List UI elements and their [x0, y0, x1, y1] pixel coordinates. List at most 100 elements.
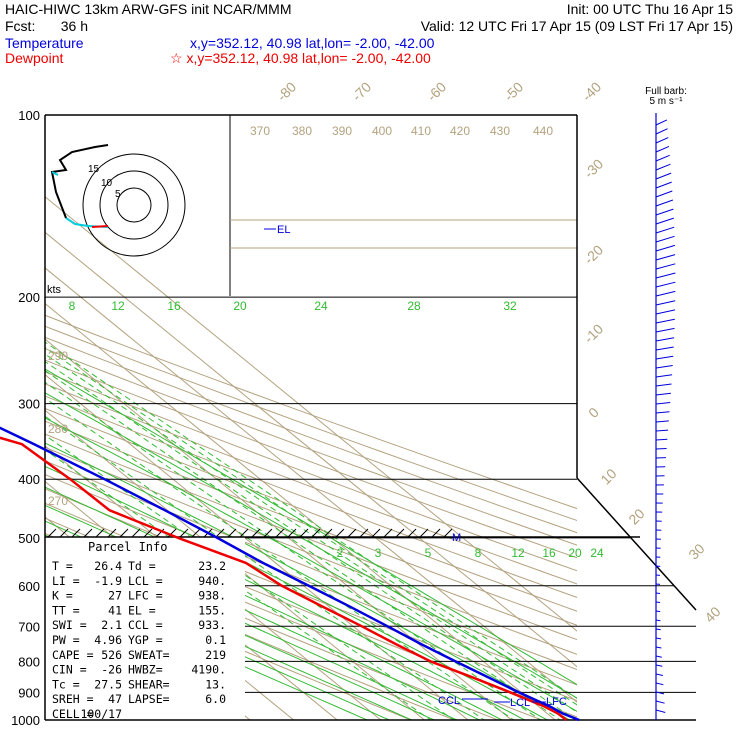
dry-adiabat-350 — [45, 433, 577, 641]
parcel-cell-2-3: 938. — [198, 589, 226, 603]
pressure-label-700: 700 — [18, 619, 40, 634]
parcel-cell-2-1: 27 — [108, 589, 122, 603]
wind-barb — [655, 402, 671, 405]
mixing-ratio-24 — [45, 353, 577, 713]
isotherm-label-3: -50 — [501, 79, 527, 105]
isotherm-label-10: 20 — [625, 505, 647, 527]
pressure-label-900: 900 — [18, 685, 40, 700]
hatch-mark — [287, 528, 297, 538]
dry-adiabat-330 — [45, 460, 577, 671]
theta-label-2: 390 — [332, 124, 352, 138]
mixing-label-upper-6: 32 — [503, 299, 517, 313]
pressure-label-600: 600 — [18, 579, 40, 594]
parcel-cell-3-0: TT = — [52, 603, 80, 617]
wind-barb — [655, 163, 671, 171]
theta-label-0: 370 — [250, 124, 270, 138]
wind-barb — [655, 365, 673, 369]
wind-barb — [655, 281, 676, 288]
hatch-mark — [131, 528, 141, 538]
fcst-value: 36 h — [61, 18, 88, 34]
pressure-label-400: 400 — [18, 472, 40, 487]
wind-barb — [655, 263, 676, 270]
hatch-mark — [395, 528, 405, 538]
parcel-cell-4-3: 933. — [198, 618, 226, 632]
hatch-mark — [59, 528, 69, 538]
parcel-info-box: Parcel Info T = 26.4 Td = 23.2 LI = -1.9 LCL =… — [45, 537, 245, 721]
wind-barb — [655, 628, 661, 631]
wind-barb — [655, 337, 675, 342]
isotherm-label-9: 10 — [597, 465, 619, 487]
isotherm-label-12: 40 — [701, 603, 723, 625]
hatch-mark — [107, 528, 117, 538]
parcel-cell-8-1: 27.5 — [94, 677, 122, 691]
wind-barb — [655, 181, 672, 189]
pressure-label-300: 300 — [18, 397, 40, 412]
wind-barb — [655, 646, 662, 649]
isotherm--20 — [45, 445, 382, 720]
dry-adiabat-380 — [45, 395, 577, 598]
hatch-marks — [47, 528, 453, 538]
wind-barb — [655, 137, 669, 144]
hatch-mark — [71, 528, 81, 538]
mixing-label-upper-2: 16 — [167, 299, 181, 313]
hatch-mark — [143, 528, 153, 538]
parcel-cell-2-2: LFC = — [128, 589, 163, 603]
wind-barb — [655, 327, 675, 333]
wind-barb — [655, 619, 661, 622]
dry-adiabat-370 — [45, 407, 577, 612]
parcel-cell-9-1: 47 — [108, 692, 122, 706]
moist-adiabat-15 — [45, 486, 526, 720]
wind-barb — [655, 199, 674, 207]
wind-barb — [655, 119, 668, 126]
parcel-cell-1-3: 940. — [198, 574, 226, 588]
theta-box — [229, 115, 577, 296]
parcel-cell-9-3: 6.0 — [205, 692, 226, 706]
moist-adiabat-30 — [45, 417, 577, 712]
theta-label-6: 430 — [490, 124, 510, 138]
model-title: HAIC-HIWC 13km ARW-GFS init NCAR/MMM — [5, 1, 292, 17]
wind-barb — [655, 673, 664, 676]
moist-adiabat-10 — [45, 504, 504, 720]
level-annotations: EL M CCL LCL LFC — [264, 224, 567, 709]
pressure-label-1000: 1000 — [11, 713, 40, 728]
hatch-mark — [95, 528, 105, 538]
valid-time: Valid: 12 UTC Fri 17 Apr 15 (09 LST Fri … — [421, 18, 733, 34]
mixing-label-upper-0: 8 — [69, 299, 76, 313]
mixing-label-lower-4: 12 — [511, 546, 525, 560]
wind-barb — [655, 691, 665, 695]
theta-label-7: 440 — [533, 124, 553, 138]
temperature-location: x,y=352.12, 40.98 lat,lon= -2.00, -42.00 — [190, 35, 435, 51]
parcel-cell-6-1: 526 — [101, 648, 122, 662]
isotherm-0 — [45, 374, 469, 720]
wind-barb — [655, 300, 676, 306]
isotherm-label-4: -40 — [579, 79, 605, 105]
wind-barb — [655, 208, 674, 216]
mixing-label-upper-3: 20 — [233, 299, 247, 313]
parcel-cell-0-2: Td = — [128, 559, 156, 573]
wind-barb — [655, 682, 664, 686]
wind-barb — [655, 700, 665, 704]
parcel-cell-10-0: CELL = — [52, 707, 94, 721]
parcel-cell-5-0: PW = — [52, 633, 80, 647]
parcel-cell-7-3: 4190. — [191, 663, 226, 677]
hatch-mark — [215, 528, 225, 538]
parcel-cell-5-3: 0.1 — [205, 633, 226, 647]
wind-barb — [655, 145, 670, 153]
hodo-trace-mid — [50, 144, 109, 219]
mixing-ratio-labels: 8 12 16 20 24 28 32 2 3 5 8 12 16 20 24 — [69, 299, 604, 560]
dewpoint-location: ☆ x,y=352.12, 40.98 lat,lon= -2.00, -42.… — [170, 50, 431, 66]
wind-barb — [655, 429, 669, 432]
wind-barb — [655, 272, 676, 279]
wind-barb — [655, 318, 675, 324]
m-label: M — [452, 532, 461, 544]
wind-barb — [655, 235, 675, 243]
dewpoint-trace — [0, 436, 568, 722]
isotherm-30 — [45, 267, 577, 703]
isotherm-label-6: -20 — [581, 242, 607, 268]
hatch-mark — [299, 528, 309, 538]
parcel-cell-6-0: CAPE = — [52, 648, 94, 662]
hatch-mark — [335, 528, 345, 538]
parcel-cell-6-2: SWEAT= — [128, 648, 170, 662]
theta-label-8: 290 — [48, 349, 68, 363]
mixing-label-lower-6: 20 — [568, 546, 582, 560]
